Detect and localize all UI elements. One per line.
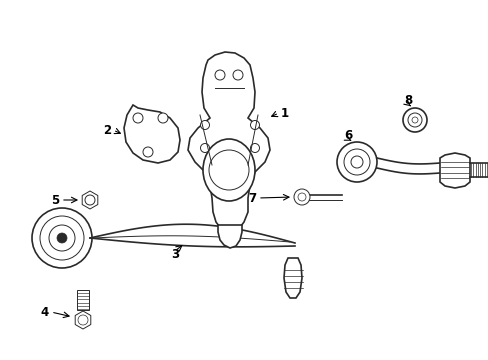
Polygon shape: [82, 191, 98, 209]
Bar: [77, 290, 89, 310]
Circle shape: [250, 121, 259, 130]
Polygon shape: [439, 153, 469, 188]
Circle shape: [200, 121, 209, 130]
Circle shape: [40, 216, 84, 260]
Ellipse shape: [203, 139, 254, 201]
Text: 8: 8: [403, 94, 411, 107]
Text: 2: 2: [103, 123, 111, 136]
Circle shape: [32, 208, 92, 268]
Circle shape: [133, 113, 142, 123]
Circle shape: [402, 108, 426, 132]
Circle shape: [343, 149, 369, 175]
Circle shape: [407, 113, 421, 127]
Polygon shape: [284, 258, 302, 298]
Polygon shape: [218, 225, 242, 248]
Text: 6: 6: [343, 129, 351, 141]
Circle shape: [200, 144, 209, 153]
Circle shape: [350, 156, 362, 168]
Text: 3: 3: [171, 248, 179, 261]
Circle shape: [158, 113, 168, 123]
Circle shape: [49, 225, 75, 251]
Text: 5: 5: [51, 194, 59, 207]
Circle shape: [250, 144, 259, 153]
Circle shape: [57, 233, 67, 243]
Circle shape: [336, 142, 376, 182]
Polygon shape: [75, 311, 91, 329]
Circle shape: [232, 70, 243, 80]
Text: 1: 1: [281, 107, 288, 120]
Circle shape: [142, 147, 153, 157]
Polygon shape: [187, 52, 269, 235]
Text: 4: 4: [41, 306, 49, 319]
Polygon shape: [124, 105, 180, 163]
Text: 7: 7: [247, 192, 256, 204]
Circle shape: [293, 189, 309, 205]
Circle shape: [215, 70, 224, 80]
